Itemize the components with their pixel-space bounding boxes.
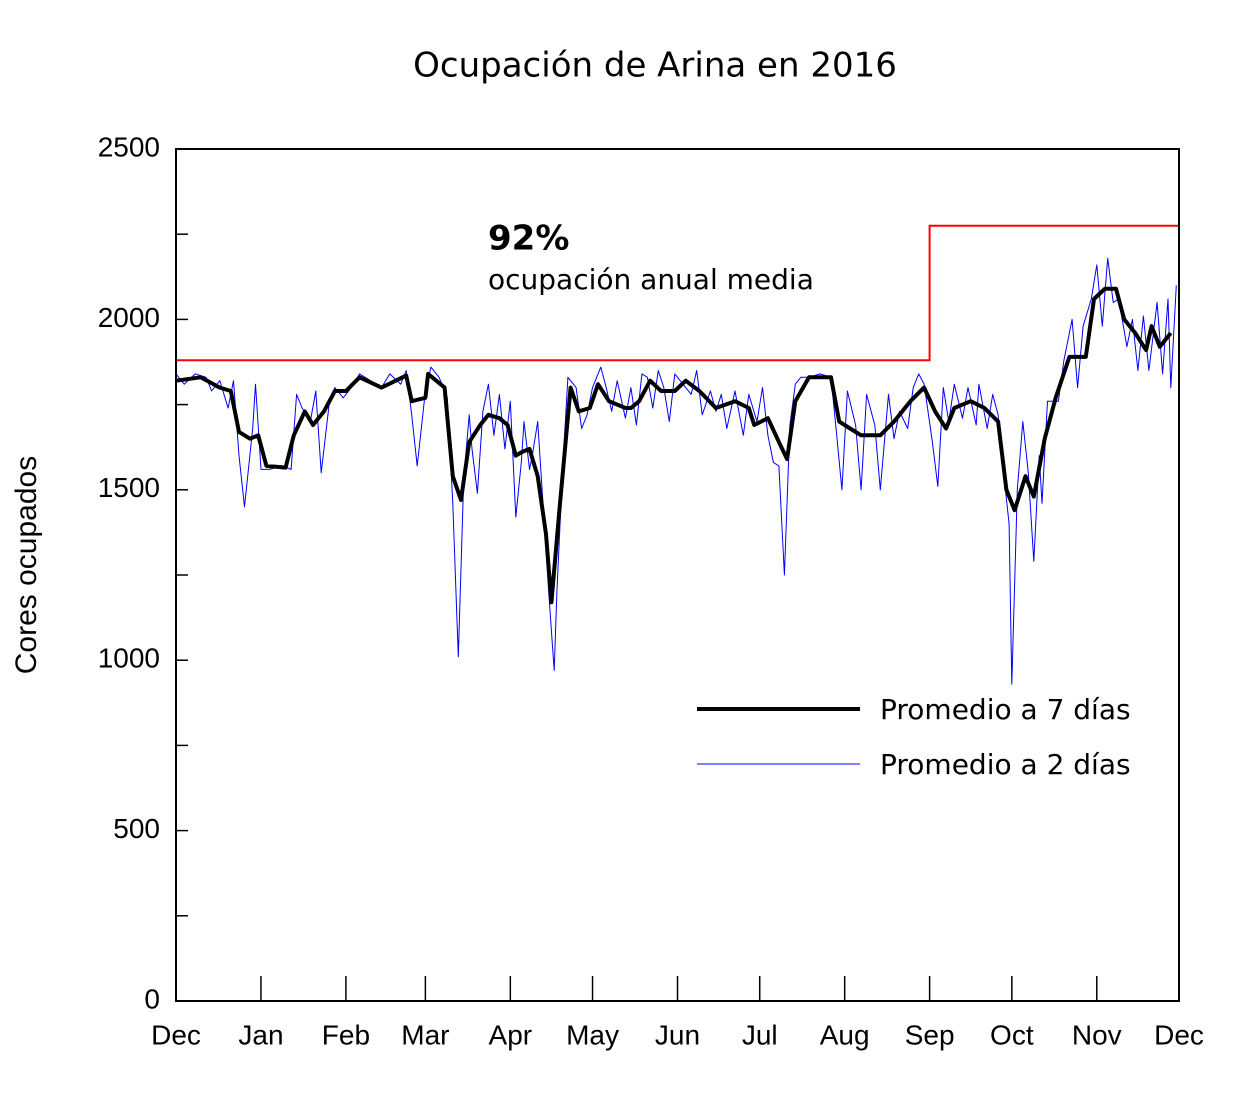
- x-tick-label: Jun: [655, 1019, 700, 1050]
- legend-label: Promedio a 7 días: [880, 693, 1131, 726]
- x-tick-label: Apr: [489, 1019, 533, 1050]
- plot-frame: [175, 148, 1180, 1002]
- x-tick-label: Jul: [742, 1019, 778, 1050]
- x-tick-label: Jan: [238, 1019, 283, 1050]
- x-tick-label: Dec: [151, 1019, 201, 1050]
- y-axis-label: Cores ocupados: [10, 456, 43, 674]
- x-tick-label: Mar: [401, 1019, 449, 1050]
- annotation-headline: 92%: [488, 219, 569, 259]
- x-tick-label: Oct: [990, 1019, 1034, 1050]
- y-tick-label: 1000: [98, 643, 160, 674]
- x-tick-label: Aug: [820, 1019, 870, 1050]
- y-tick-label: 2000: [98, 302, 160, 333]
- x-tick-label: May: [566, 1019, 619, 1050]
- y-tick-label: 2500: [98, 131, 160, 162]
- y-tick-label: 500: [113, 813, 160, 844]
- x-tick-label: Feb: [322, 1019, 370, 1050]
- legend-label: Promedio a 2 días: [880, 748, 1131, 781]
- x-tick-label: Sep: [905, 1019, 955, 1050]
- chart-title: Ocupación de Arina en 2016: [413, 46, 897, 86]
- annotation-text: ocupación anual media: [488, 263, 814, 296]
- reference-line: [176, 224, 1179, 362]
- y-tick-label: 1500: [98, 472, 160, 503]
- x-tick-label: Nov: [1072, 1019, 1122, 1050]
- x-tick-label: Dec: [1154, 1019, 1204, 1050]
- y-tick-label: 0: [144, 983, 160, 1014]
- series-line: [175, 286, 1173, 605]
